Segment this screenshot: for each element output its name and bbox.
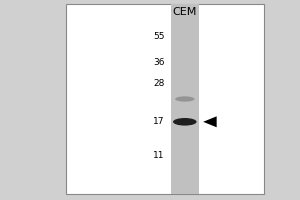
Text: 55: 55	[153, 32, 165, 41]
Bar	[66, 4, 264, 194]
Text: 17: 17	[153, 117, 165, 126]
Text: 36: 36	[153, 58, 165, 67]
Text: 11: 11	[153, 152, 165, 160]
Ellipse shape	[175, 96, 194, 102]
Text: 28: 28	[154, 79, 165, 88]
Ellipse shape	[173, 118, 196, 126]
Polygon shape	[203, 116, 217, 127]
Text: CEM: CEM	[172, 7, 197, 17]
Bar	[171, 4, 199, 194]
